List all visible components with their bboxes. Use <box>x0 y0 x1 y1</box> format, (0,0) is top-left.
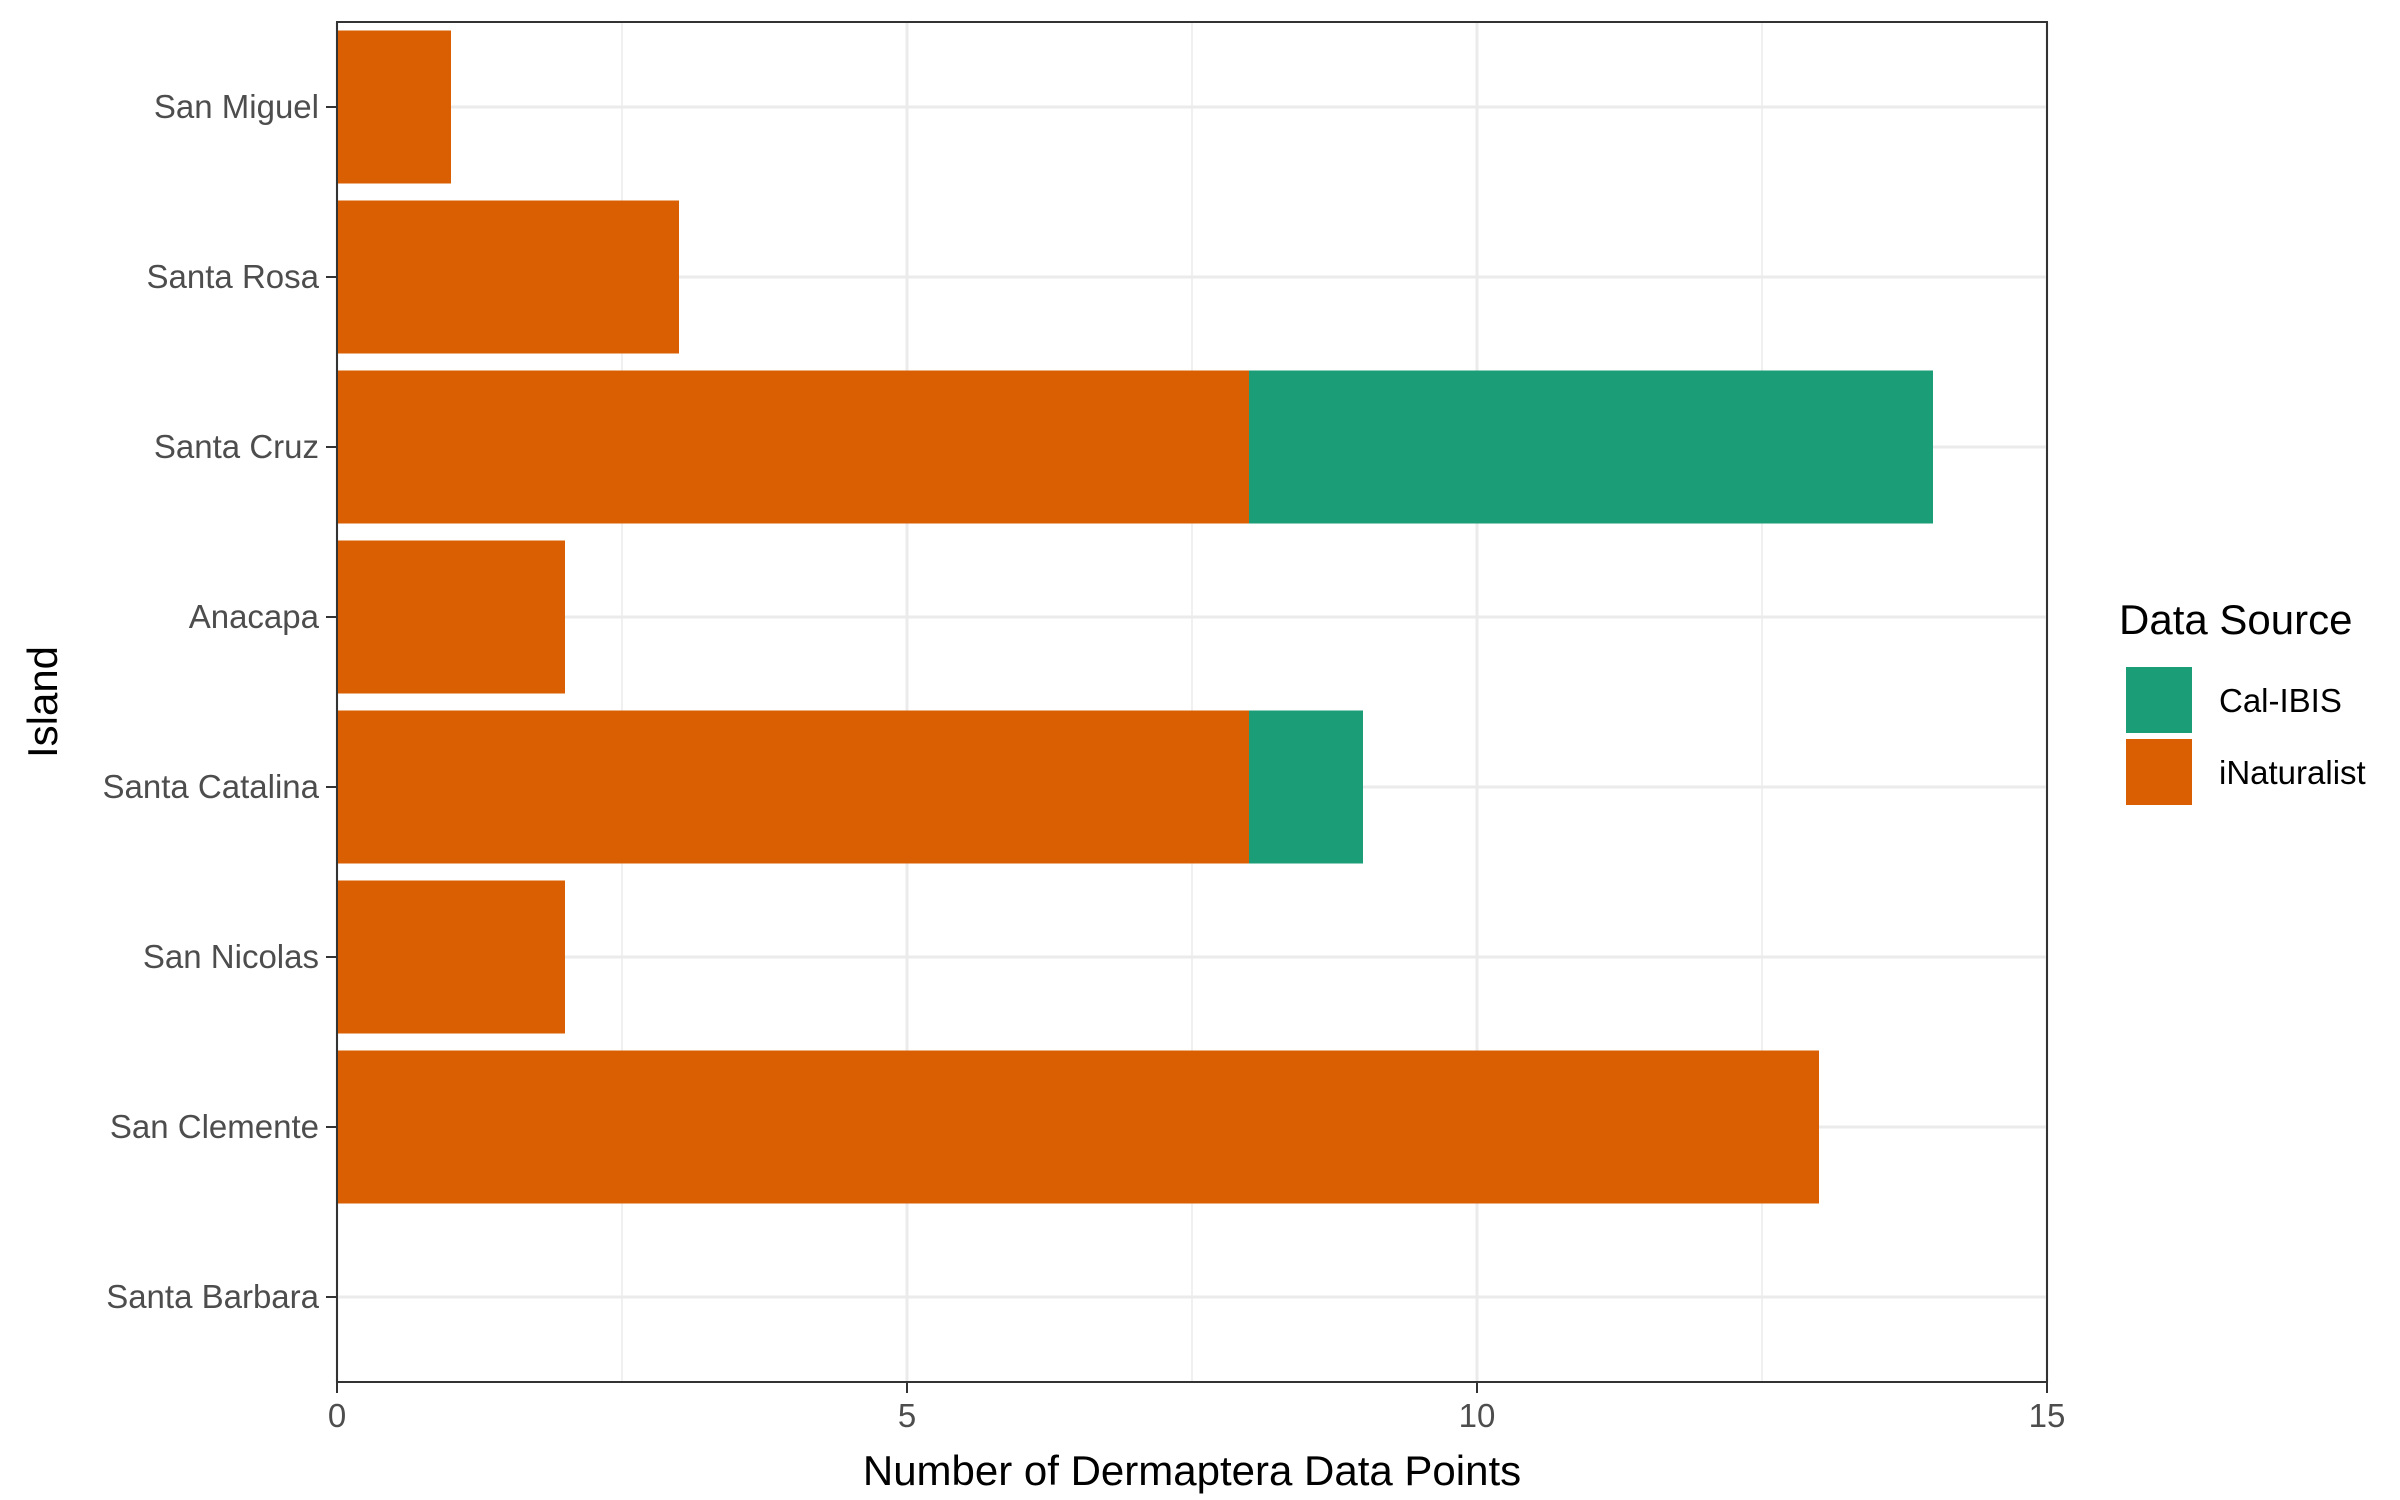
legend: Data Source Cal-IBIS iNaturalist <box>2119 596 2366 805</box>
legend-label: iNaturalist <box>2219 754 2366 791</box>
y-tick-label: San Miguel <box>154 88 319 125</box>
axes: San Miguel Santa Rosa Santa Cruz Anacapa San… <box>103 88 2066 1434</box>
y-tick-label: San Clemente <box>110 1108 319 1145</box>
panel-border <box>336 21 2048 1383</box>
legend-key-inaturalist <box>2126 739 2192 805</box>
y-tick-label: Santa Cruz <box>154 428 319 465</box>
bar-inaturalist-san-nicolas <box>337 880 565 1034</box>
bar-inaturalist-san-clemente <box>337 1050 1819 1204</box>
x-tick-label: 15 <box>2029 1397 2066 1434</box>
y-tick-label: San Nicolas <box>143 938 319 975</box>
bar-inaturalist-santa-catalina <box>337 710 1249 864</box>
legend-label: Cal-IBIS <box>2219 682 2342 719</box>
bars <box>337 30 1933 1204</box>
bar-inaturalist-anacapa <box>337 540 565 694</box>
y-tick-label: Santa Rosa <box>147 258 320 295</box>
bar-inaturalist-santa-cruz <box>337 370 1249 524</box>
y-tick-label: Santa Barbara <box>106 1278 319 1315</box>
x-tick-label: 10 <box>1459 1397 1496 1434</box>
x-axis-title: Number of Dermaptera Data Points <box>863 1447 1521 1494</box>
bar-cal-ibis-santa-cruz <box>1249 370 1933 524</box>
bar-inaturalist-san-miguel <box>337 30 451 184</box>
x-tick-label: 5 <box>898 1397 916 1434</box>
y-tick-label: Santa Catalina <box>103 768 320 805</box>
bar-cal-ibis-santa-catalina <box>1249 710 1363 864</box>
x-tick-label: 0 <box>328 1397 346 1434</box>
y-axis-title: Island <box>19 646 66 758</box>
legend-key-cal-ibis <box>2126 667 2192 733</box>
legend-title: Data Source <box>2119 596 2352 643</box>
bar-inaturalist-santa-rosa <box>337 200 679 354</box>
y-tick-label: Anacapa <box>189 598 320 635</box>
